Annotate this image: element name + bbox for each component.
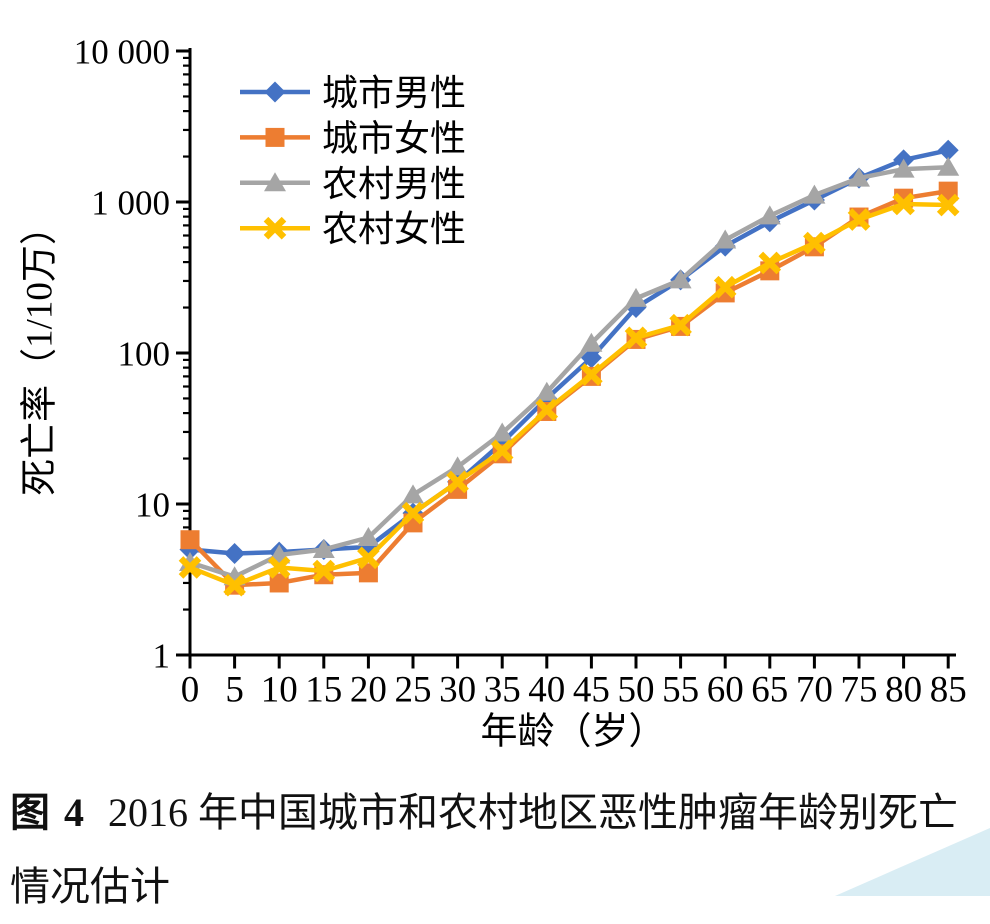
- series-2-marker: [446, 456, 469, 476]
- legend-marker-square: [265, 127, 285, 147]
- x-tick-label: 10: [261, 670, 298, 711]
- series-3-marker: [669, 313, 692, 337]
- series-3-marker: [401, 501, 425, 525]
- legend-marker-diamond: [264, 81, 286, 103]
- series-3-marker: [178, 556, 202, 579]
- x-tick-label: 15: [305, 670, 342, 711]
- series-line-1: [188, 188, 949, 588]
- x-tick-label: 50: [618, 670, 655, 711]
- series-3-marker: [892, 192, 915, 216]
- series-2-marker: [312, 538, 335, 558]
- figure-4-chart: 1 10 100 1 000 10 000 0 5 10 15 20 25 30 35 40 45 50 55 6…: [19, 33, 967, 753]
- legend-marker-triangle: [264, 172, 286, 192]
- series-1-marker: [358, 563, 378, 583]
- series-2-marker: [535, 381, 558, 401]
- y-tick-label: 10 000: [74, 33, 170, 72]
- legend-label: 农村女性: [322, 209, 466, 249]
- series-2-marker: [803, 184, 826, 204]
- series-3-marker: [936, 193, 960, 217]
- series-3-marker: [267, 556, 291, 579]
- series-line-3: [189, 201, 949, 588]
- series-2-marker: [669, 269, 692, 289]
- y-tick-label: 10: [135, 486, 170, 525]
- series-3-marker: [357, 546, 380, 570]
- series-2-marker: [714, 229, 737, 249]
- series-3-marker: [535, 398, 559, 422]
- x-tick-label: 30: [439, 670, 476, 711]
- y-tick-label: 1: [153, 637, 171, 676]
- x-tick-label: 75: [841, 670, 878, 711]
- y-tick-label: 100: [118, 335, 171, 374]
- series-line-2: [189, 164, 949, 579]
- series-0-marker: [937, 139, 959, 161]
- x-tick-label: 55: [662, 670, 699, 711]
- series-3-marker: [580, 363, 603, 386]
- x-tick-label: 65: [751, 670, 788, 711]
- series-0-marker: [580, 347, 602, 369]
- x-tick-label: 5: [225, 670, 244, 711]
- legend-marker-x: [263, 216, 287, 240]
- series-3-marker: [713, 275, 737, 299]
- series-3-marker: [312, 559, 336, 583]
- series-2-marker: [937, 156, 960, 176]
- x-tick-label: 70: [796, 670, 833, 711]
- series-3-marker: [624, 326, 648, 350]
- series-0-marker: [224, 543, 246, 565]
- x-tick-label: 40: [528, 670, 565, 711]
- series-3-marker: [490, 439, 514, 463]
- series-2-marker: [758, 205, 781, 225]
- series-2-marker: [892, 158, 915, 178]
- x-tick-label: 25: [395, 670, 432, 711]
- series-2-marker: [491, 422, 514, 442]
- series-2-marker: [625, 287, 647, 307]
- caption-text-line2: 情况估计: [10, 864, 170, 909]
- series-2-marker: [357, 526, 380, 546]
- figure-caption: 图 4 2016 年中国城市和农村地区恶性肿瘤年龄别死亡 情况估计: [10, 776, 986, 924]
- series-2-marker: [848, 167, 870, 187]
- x-axis-title: 年龄（岁）: [481, 711, 666, 753]
- x-tick-label: 45: [573, 670, 610, 711]
- series-3-marker: [446, 470, 469, 494]
- series-2-marker: [580, 332, 603, 352]
- series-3-marker: [758, 251, 782, 275]
- series-3-marker: [223, 573, 246, 597]
- series-3-marker: [803, 231, 826, 255]
- series-line-0: [189, 148, 949, 556]
- y-tick-label: 1 000: [91, 184, 170, 223]
- series-1-marker: [269, 573, 289, 593]
- caption-label: 图 4: [10, 790, 86, 835]
- x-tick-label: 80: [885, 670, 922, 711]
- series-2-marker: [402, 484, 424, 504]
- x-tick-label: 85: [930, 670, 967, 711]
- series-1-marker: [180, 530, 200, 550]
- x-tick-label: 35: [484, 670, 521, 711]
- legend-label: 城市女性: [322, 118, 466, 158]
- series-3-marker: [847, 208, 871, 231]
- y-axis-title: 死亡率（1/10万）: [19, 208, 61, 496]
- legend-label: 农村男性: [322, 164, 466, 204]
- x-tick-label: 20: [350, 670, 387, 711]
- legend-label: 城市男性: [322, 73, 466, 113]
- caption-text-line1: 2016 年中国城市和农村地区恶性肿瘤年龄别死亡: [108, 790, 958, 835]
- x-tick-label: 0: [181, 670, 200, 711]
- x-tick-label: 60: [707, 670, 744, 711]
